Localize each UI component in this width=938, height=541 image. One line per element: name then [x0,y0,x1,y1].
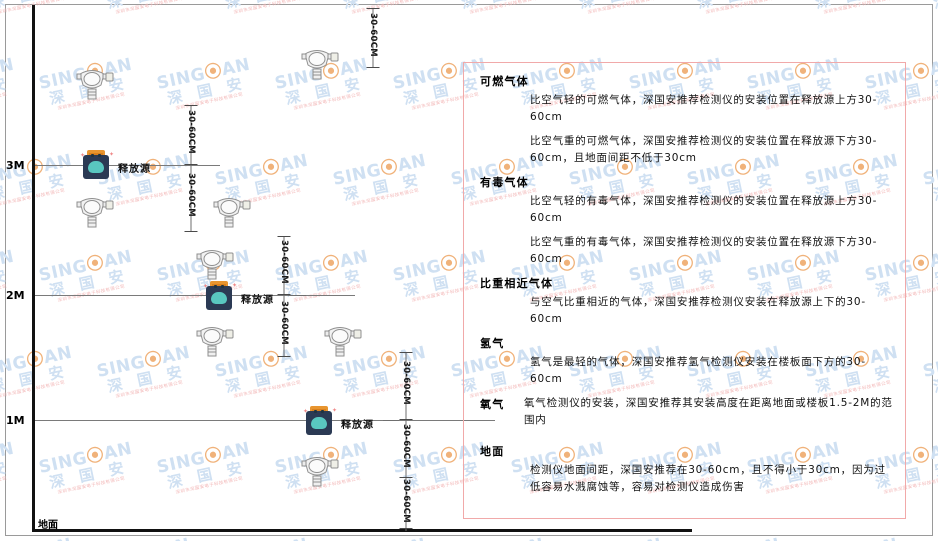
dimension-label: 30-60CM [279,301,289,345]
dimension-column-2b: 30-60CM [182,165,200,232]
info-panel: 可燃气体 比空气轻的可燃气体，深国安推荐检测仪的安装位置在释放源上方30-60c… [463,62,906,519]
gas-detector-icon [295,455,339,489]
section-paragraph: 比空气轻的可燃气体，深国安推荐检测仪的安装位置在释放源上方30-60cm [530,94,878,123]
x-axis [32,529,692,532]
section-heading: 可燃气体 [480,75,529,88]
leader-line [288,295,306,296]
section-ground: 地面 检测仪地面间距，深国安推荐在30-60cm，且不得小于30cm，因为过低容… [478,443,893,496]
section-toxic: 有毒气体 比空气轻的有毒气体，深国安推荐检测仪的安装位置在释放源上方30-60c… [478,174,893,268]
dimension-column-3a: 30-60CM [275,236,293,295]
section-oxygen: 氧气 氧气检测仪的安装，深国安推荐其安装高度在距离地面或楼板1.5-2M的范围内 [478,395,893,429]
release-source-icon: ✦ ✦ [203,281,237,311]
dimension-label: 30-60CM [279,240,289,284]
section-paragraph: 与空气比重相近的气体，深国安推荐检测仪安装在释放源上下的30-60cm [530,296,866,325]
outer-frame [5,4,933,536]
dimension-label: 30-60CM [401,361,411,405]
dimension-label: 30-60CM [401,479,411,523]
level-line-1m [35,420,495,421]
dimension-column-4a: 30-60CM [397,352,415,420]
release-source-label: 释放源 [118,164,151,175]
gas-detector-icon [190,248,234,282]
dimension-label: 30-60CM [186,173,196,217]
dimension-column-2a: 30-60CM [182,105,200,165]
gas-detector-icon [295,48,339,82]
gas-detector-icon [318,325,362,359]
dimension-label: 30-60CM [186,110,196,154]
section-heading: 氢气 [480,337,505,350]
section-flammable: 可燃气体 比空气轻的可燃气体，深国安推荐检测仪的安装位置在释放源上方30-60c… [478,73,893,167]
ground-label: 地面 [38,520,58,531]
gas-detector-icon [207,196,251,230]
section-paragraph: 比空气重的可燃气体，深国安推荐检测仪的安装位置在释放源下方30-60cm，且地面… [530,135,878,164]
axis-tick-2m: 2M [6,289,25,302]
release-source-label: 释放源 [341,420,374,431]
section-heading: 氧气 [480,398,505,411]
section-paragraph: 氧气检测仪的安装，深国安推荐其安装高度在距离地面或楼板1.5-2M的范围内 [524,397,893,426]
dimension-column-1: 30-60CM [364,8,382,68]
section-heading: 地面 [480,445,505,458]
dimension-column-4b: 30-60CM [397,420,415,478]
section-heading: 有毒气体 [480,176,529,189]
section-heading: 比重相近气体 [480,277,554,290]
y-axis [32,5,35,532]
level-line-3m [35,165,220,166]
release-source-icon: ✦ ✦ [303,406,337,436]
axis-tick-1m: 1M [6,414,25,427]
dimension-label: 30-60CM [401,424,411,468]
gas-detector-icon [70,68,114,102]
leader-line [383,420,399,421]
section-similar-density: 比重相近气体 与空气比重相近的气体，深国安推荐检测仪安装在释放源上下的30-60… [478,275,893,328]
gas-detector-icon [190,325,234,359]
section-paragraph: 比空气轻的有毒气体，深国安推荐检测仪的安装位置在释放源上方30-60cm [530,195,878,224]
release-source-label: 释放源 [241,295,274,306]
dimension-label: 30-60CM [368,13,378,57]
section-hydrogen: 氢气 氢气是最轻的气体，深国安推荐氢气检测仪安装在楼板面下方的30-60cm [478,335,893,388]
axis-tick-3m: 3M [6,159,25,172]
level-line-2m [35,295,355,296]
dimension-column-4c: 30-60CM [397,478,415,531]
gas-detector-icon [70,196,114,230]
dimension-column-3b: 30-60CM [275,295,293,357]
release-source-icon: ✦ ✦ [80,150,114,180]
section-paragraph: 氢气是最轻的气体，深国安推荐氢气检测仪安装在楼板面下方的30-60cm [530,356,866,385]
section-paragraph: 检测仪地面间距，深国安推荐在30-60cm，且不得小于30cm，因为过低容易水溅… [530,464,886,493]
section-paragraph: 比空气重的有毒气体，深国安推荐检测仪的安装位置在释放源下方30-60cm [530,236,878,265]
